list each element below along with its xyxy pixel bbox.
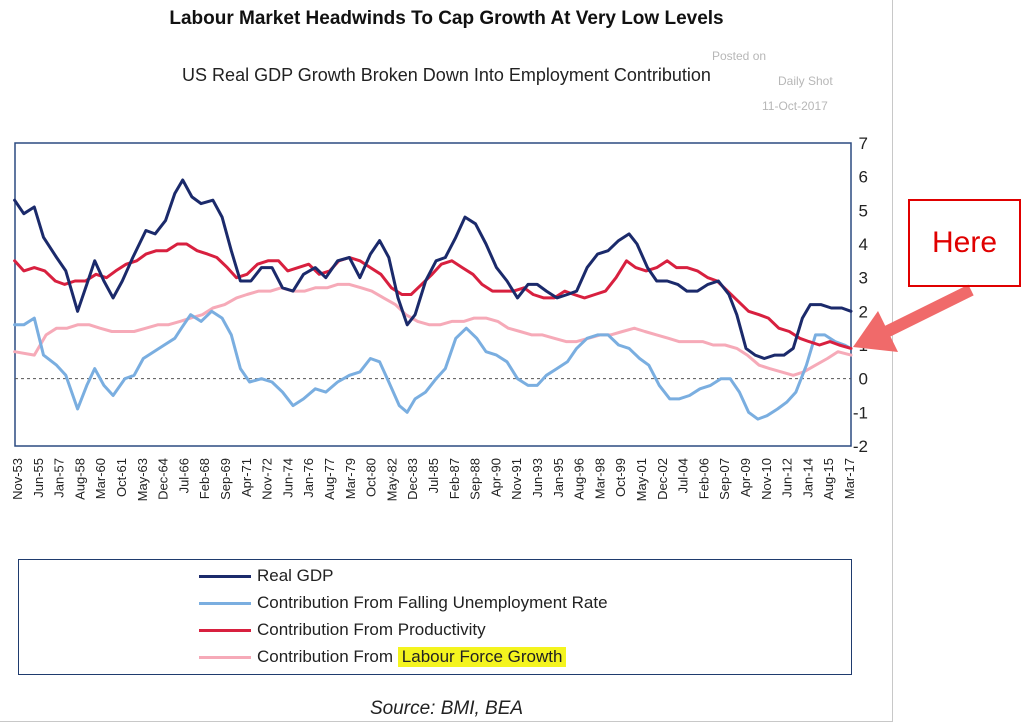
x-tick-label: Mar-79 — [343, 458, 358, 499]
x-tick-label: Feb-06 — [696, 458, 711, 499]
x-tick-label: Mar-98 — [592, 458, 607, 499]
x-tick-label: Apr-90 — [488, 458, 503, 497]
x-tick-label: Oct-99 — [613, 458, 628, 497]
x-tick-label: Dec-83 — [405, 458, 420, 500]
x-tick-label: Jun-74 — [280, 458, 295, 498]
legend-label: Contribution From Productivity — [257, 620, 486, 639]
legend-swatch-labour-force — [199, 655, 251, 659]
x-tick-label: Dec-02 — [655, 458, 670, 500]
callout-box: Here — [908, 199, 1021, 287]
x-tick-label: May-63 — [135, 458, 150, 501]
x-tick-label: Nov-91 — [509, 458, 524, 500]
legend-swatch-real-gdp — [199, 574, 251, 578]
legend-item-productivity: Contribution From Productivity — [199, 618, 486, 642]
posted-watermark: Posted on Daily Shot 11-Oct-2017 — [712, 44, 833, 119]
x-tick-label: Dec-64 — [156, 458, 171, 500]
x-tick-label: Nov-10 — [759, 458, 774, 500]
legend-item-unemployment: Contribution From Falling Unemployment R… — [199, 591, 608, 615]
callout-arrow-shaft — [883, 284, 974, 338]
x-tick-label: Oct-80 — [364, 458, 379, 497]
legend-label: Contribution From Falling Unemployment R… — [257, 593, 608, 612]
x-tick-label: Mar-17 — [842, 458, 857, 499]
x-tick-label: Nov-72 — [260, 458, 275, 500]
x-tick-label: Jul-66 — [176, 458, 191, 493]
legend-swatch-unemployment — [199, 601, 251, 605]
x-tick-label: Jul-04 — [676, 458, 691, 493]
callout-label: Here — [931, 226, 998, 259]
chart-subtitle: US Real GDP Growth Broken Down Into Empl… — [182, 65, 711, 85]
x-tick-label: Jul-85 — [426, 458, 441, 493]
x-tick-label: Sep-07 — [717, 458, 732, 500]
series-line-contribution-from-labour-force-growth — [13, 282, 853, 377]
x-tick-label: Aug-77 — [322, 458, 337, 500]
x-tick-label: Aug-58 — [72, 458, 87, 500]
y-tick-label: 5 — [859, 201, 868, 220]
y-tick-label: -2 — [853, 437, 868, 456]
series-line-real-gdp — [13, 178, 853, 360]
legend-label: Contribution From — [257, 647, 398, 666]
y-tick-label: 3 — [859, 269, 868, 288]
x-tick-label: Apr-71 — [239, 458, 254, 497]
posted-line-1: Posted on — [712, 49, 767, 63]
x-tick-label: Feb-87 — [447, 458, 462, 499]
legend-label: Real GDP — [257, 566, 334, 585]
legend-item-real-gdp: Real GDP — [199, 564, 334, 588]
plot-area — [14, 142, 852, 447]
x-tick-label: May-01 — [634, 458, 649, 501]
x-tick-label: Jan-57 — [52, 458, 67, 498]
x-tick-label: Jun-93 — [530, 458, 545, 498]
y-tick-label: 2 — [859, 302, 868, 321]
x-tick-label: Jan-95 — [551, 458, 566, 498]
legend-label-highlight: Labour Force Growth — [397, 647, 567, 667]
chart-legend: Real GDP Contribution From Falling Unemp… — [18, 559, 852, 675]
x-tick-label: Sep-88 — [468, 458, 483, 500]
callout-arrow-head — [853, 311, 898, 352]
series-line-contribution-from-productivity — [13, 242, 853, 350]
posted-line-3: 11-Oct-2017 — [762, 99, 828, 113]
y-tick-label: 0 — [859, 370, 868, 389]
x-tick-label: Aug-15 — [821, 458, 836, 500]
series-line-contribution-from-falling-unemployment-rate — [13, 309, 853, 421]
x-tick-label: Mar-60 — [93, 458, 108, 499]
x-tick-label: Sep-69 — [218, 458, 233, 500]
y-tick-label: 7 — [859, 134, 868, 153]
y-tick-label: -1 — [853, 403, 868, 422]
chart-frame — [0, 0, 893, 722]
chart-title: Labour Market Headwinds To Cap Growth At… — [169, 8, 724, 29]
legend-item-labour-force: Contribution From Labour Force Growth — [199, 645, 567, 669]
x-tick-label: Nov-53 — [10, 458, 25, 500]
x-tick-label: Jan-76 — [301, 458, 316, 498]
x-tick-label: Jun-55 — [31, 458, 46, 498]
x-tick-label: Jan-14 — [800, 458, 815, 498]
x-tick-label: Apr-09 — [738, 458, 753, 497]
x-tick-label: Feb-68 — [197, 458, 212, 499]
y-tick-label: 6 — [859, 168, 868, 187]
posted-line-2: Daily Shot — [778, 74, 833, 88]
x-tick-label: Oct-61 — [114, 458, 129, 497]
source-note: Source: BMI, BEA — [369, 698, 524, 719]
x-tick-label: May-82 — [384, 458, 399, 501]
legend-swatch-productivity — [199, 628, 251, 632]
x-tick-label: Jun-12 — [780, 458, 795, 498]
y-tick-label: 4 — [859, 235, 868, 254]
x-tick-label: Aug-96 — [572, 458, 587, 500]
